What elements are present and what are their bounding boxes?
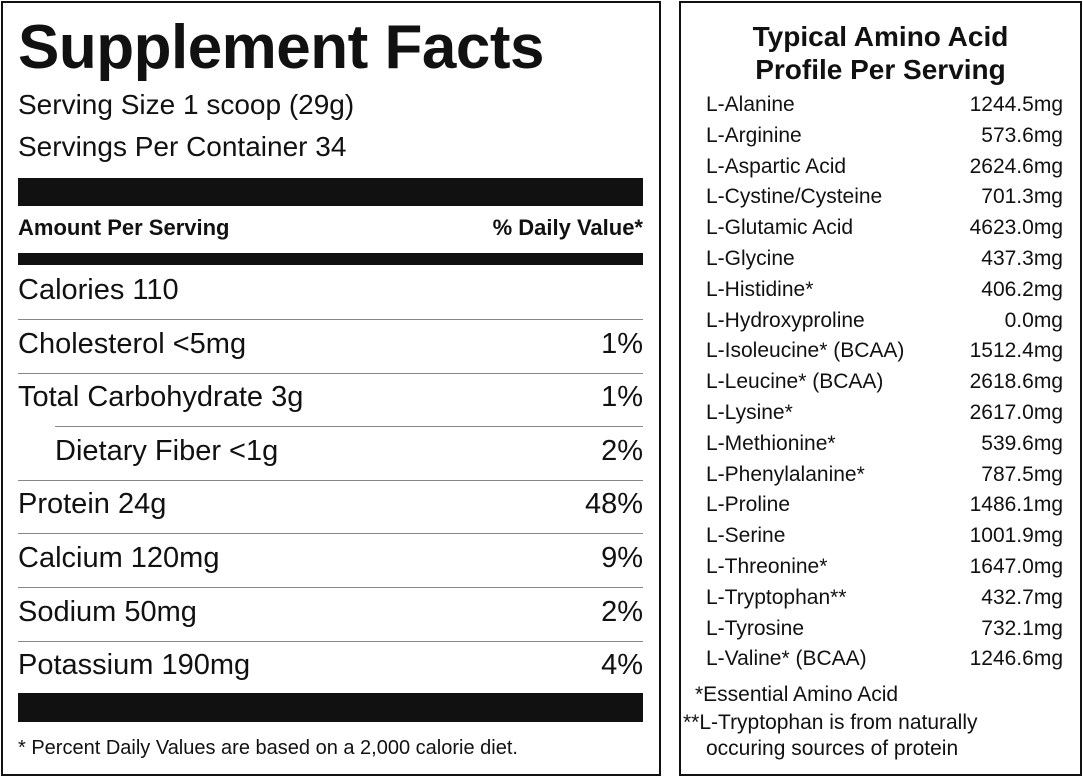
amino-name: L-Threonine* bbox=[706, 555, 828, 578]
nutrient-label: Potassium 190mg bbox=[18, 649, 251, 682]
amino-amount: 1246.6mg bbox=[969, 647, 1063, 671]
dv-header: % Daily Value* bbox=[492, 215, 643, 240]
nutrient-dv: 4% bbox=[601, 649, 643, 682]
nutrient-label: Cholesterol <5mg bbox=[18, 327, 247, 360]
amino-note: **L-Tryptophan is from naturally bbox=[683, 711, 978, 734]
amino-name: L-Aspartic Acid bbox=[706, 154, 847, 178]
amino-amount: 4623.0mg bbox=[969, 216, 1063, 240]
amino-name: L-Arginine bbox=[706, 123, 802, 147]
amino-name: L-Serine bbox=[706, 524, 786, 548]
row-rule bbox=[55, 426, 643, 428]
row-rule bbox=[18, 372, 643, 374]
footnote: * Percent Daily Values are based on a 2,… bbox=[18, 737, 518, 759]
medium-bar bbox=[18, 253, 643, 265]
amino-name: L-Hydroxyproline bbox=[706, 308, 865, 332]
amino-amount: 1512.4mg bbox=[969, 339, 1063, 363]
title: Supplement Facts bbox=[18, 13, 545, 82]
row-rule bbox=[18, 587, 643, 588]
amino-amount: 539.6mg bbox=[981, 431, 1063, 455]
amino-note: *Essential Amino Acid bbox=[695, 683, 899, 706]
amino-name: L-Valine* (BCAA) bbox=[706, 647, 867, 671]
amino-amount: 2618.6mg bbox=[969, 370, 1063, 394]
nutrient-dv: 1% bbox=[601, 327, 643, 360]
row-rule bbox=[18, 640, 643, 642]
amino-name: L-Alanine bbox=[706, 93, 795, 116]
amino-name: L-Phenylalanine* bbox=[706, 462, 865, 486]
row-rule bbox=[18, 319, 643, 320]
amount-header: Amount Per Serving bbox=[18, 215, 230, 240]
amino-name: L-Cystine/Cysteine bbox=[706, 185, 883, 209]
amino-name: L-Tryptophan** bbox=[706, 585, 847, 609]
nutrient-label: Total Carbohydrate 3g bbox=[18, 381, 304, 414]
nutrient-dv: 2% bbox=[601, 434, 643, 467]
amino-amount: 1244.5mg bbox=[969, 93, 1063, 116]
amino-name: L-Proline bbox=[706, 493, 791, 517]
amino-note: occuring sources of protein bbox=[706, 737, 959, 760]
servings-per-container: Servings Per Container 34 bbox=[18, 131, 347, 162]
row-rule bbox=[18, 479, 643, 481]
nutrient-label: Dietary Fiber <1g bbox=[55, 434, 279, 467]
row-rule bbox=[18, 533, 643, 535]
amino-amount: 2624.6mg bbox=[969, 154, 1063, 178]
amino-name: L-Glycine bbox=[706, 247, 795, 270]
amino-name: L-Glutamic Acid bbox=[706, 216, 854, 240]
amino-name: L-Methionine* bbox=[706, 431, 836, 455]
amino-amount: 0.0mg bbox=[1004, 308, 1063, 332]
thick-bar bbox=[18, 693, 643, 722]
amino-amount: 432.7mg bbox=[981, 585, 1063, 609]
amino-name: L-Histidine* bbox=[706, 277, 814, 301]
nutrient-dv: 1% bbox=[601, 381, 643, 414]
amino-title: Typical Amino Acid bbox=[752, 21, 1009, 52]
amino-amount: 406.2mg bbox=[981, 277, 1063, 301]
amino-title: Profile Per Serving bbox=[755, 54, 1006, 85]
amino-amount: 437.3mg bbox=[981, 247, 1063, 270]
amino-name: L-Tyrosine bbox=[706, 616, 805, 640]
amino-panel bbox=[679, 1, 1082, 776]
nutrient-dv: 2% bbox=[601, 595, 643, 628]
amino-amount: 1001.9mg bbox=[969, 524, 1063, 548]
nutrient-label: Protein 24g bbox=[18, 488, 167, 521]
nutrient-dv: 9% bbox=[601, 542, 643, 574]
thick-bar bbox=[18, 178, 643, 206]
amino-name: L-Lysine* bbox=[706, 401, 793, 424]
nutrient-label: Calcium 120mg bbox=[18, 542, 220, 574]
amino-amount: 732.1mg bbox=[981, 616, 1063, 640]
serving-size: Serving Size 1 scoop (29g) bbox=[18, 89, 355, 120]
amino-name: L-Isoleucine* (BCAA) bbox=[706, 339, 905, 363]
amino-amount: 573.6mg bbox=[981, 123, 1063, 147]
amino-amount: 1647.0mg bbox=[969, 555, 1063, 578]
amino-amount: 1486.1mg bbox=[969, 493, 1063, 517]
nutrient-dv: 48% bbox=[584, 488, 643, 521]
amino-amount: 2617.0mg bbox=[969, 401, 1063, 424]
nutrient-label: Sodium 50mg bbox=[18, 595, 197, 628]
amino-name: L-Leucine* (BCAA) bbox=[706, 370, 884, 394]
nutrient-label: Calories 110 bbox=[18, 274, 179, 306]
facts-panel bbox=[1, 1, 661, 776]
amino-amount: 787.5mg bbox=[981, 462, 1063, 486]
amino-amount: 701.3mg bbox=[981, 185, 1063, 209]
